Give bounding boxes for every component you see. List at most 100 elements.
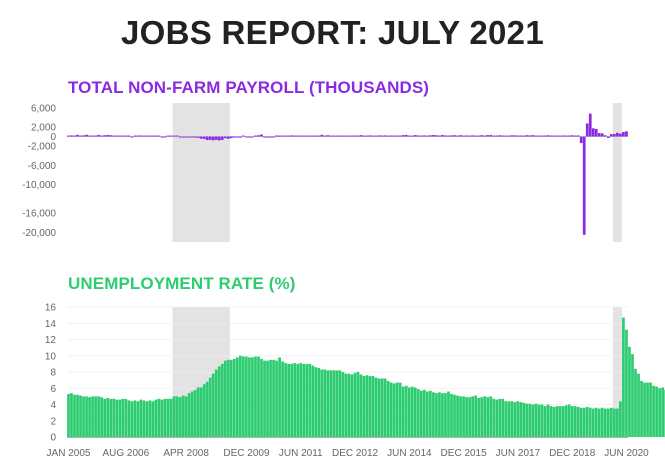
payroll-bar — [335, 135, 339, 137]
payroll-bar — [404, 134, 408, 137]
payroll-bar — [489, 135, 493, 137]
payroll-bar — [232, 136, 236, 138]
unemployment-bar — [82, 396, 85, 437]
payroll-bar — [136, 135, 140, 137]
payroll-bar — [438, 135, 441, 137]
unemployment-bar — [410, 386, 414, 437]
payroll-bar — [236, 136, 239, 138]
unemployment-y-tick-label: 8 — [50, 368, 56, 379]
payroll-bar — [287, 135, 290, 137]
unemployment-bar — [329, 370, 333, 437]
unemployment-chart-title: UNEMPLOYMENT RATE (%) — [68, 274, 296, 293]
payroll-bar — [456, 135, 459, 137]
unemployment-bar — [622, 317, 625, 437]
payroll-bar — [73, 135, 76, 137]
x-tick-label: JUN 2014 — [387, 448, 432, 459]
unemployment-bar — [643, 382, 646, 437]
unemployment-bar — [127, 400, 131, 437]
unemployment-bar — [236, 357, 239, 437]
unemployment-bar — [426, 391, 429, 437]
payroll-bar — [275, 135, 278, 137]
payroll-bar — [426, 135, 429, 137]
payroll-bar — [91, 135, 94, 137]
payroll-bar — [582, 136, 586, 235]
unemployment-bar — [103, 398, 107, 437]
unemployment-bar — [151, 401, 155, 437]
payroll-bar — [498, 135, 502, 137]
payroll-bar — [588, 113, 592, 137]
unemployment-bar — [362, 376, 366, 437]
unemployment-bar — [272, 359, 275, 437]
unemployment-bar — [85, 396, 88, 437]
unemployment-bar — [254, 356, 257, 437]
unemployment-bar — [172, 396, 176, 437]
payroll-bar — [263, 136, 266, 138]
payroll-bar — [561, 135, 565, 137]
unemployment-bar — [311, 365, 315, 437]
payroll-bar — [495, 135, 499, 137]
page-title: JOBS REPORT: JULY 2021 — [121, 14, 544, 51]
payroll-bar — [130, 136, 134, 138]
payroll-bar — [597, 133, 601, 137]
unemployment-bar — [392, 383, 396, 437]
payroll-bar — [308, 135, 312, 137]
unemployment-bar — [100, 397, 103, 437]
unemployment-bar — [187, 393, 191, 437]
unemployment-bar — [163, 398, 167, 437]
unemployment-bar — [326, 370, 330, 437]
payroll-bar — [389, 135, 393, 137]
unemployment-bar — [444, 393, 447, 437]
payroll-bar — [625, 131, 628, 137]
payroll-bar — [284, 135, 287, 137]
unemployment-bar — [305, 363, 309, 437]
unemployment-bar — [456, 395, 459, 437]
unemployment-bar — [145, 401, 149, 437]
payroll-bar — [386, 135, 390, 137]
unemployment-bar — [522, 402, 526, 437]
unemployment-bar — [287, 363, 290, 437]
payroll-bar — [459, 135, 462, 137]
payroll-bar — [610, 134, 613, 137]
unemployment-bar — [332, 370, 336, 437]
unemployment-bar — [471, 396, 474, 437]
payroll-y-tick-label: -20,000 — [22, 228, 56, 239]
unemployment-bar — [588, 407, 592, 437]
payroll-bar — [82, 135, 85, 137]
x-tick-label: JUN 2017 — [496, 448, 541, 459]
unemployment-bar — [263, 360, 266, 437]
unemployment-bar — [251, 357, 254, 437]
payroll-bar — [471, 135, 474, 137]
payroll-bar — [299, 135, 303, 137]
payroll-bar — [305, 135, 309, 137]
payroll-bar — [486, 135, 490, 137]
payroll-bar — [444, 135, 447, 137]
unemployment-bar — [208, 377, 212, 437]
payroll-bar — [245, 136, 248, 138]
unemployment-bar — [317, 367, 321, 437]
unemployment-bar — [323, 369, 327, 437]
unemployment-bar — [91, 396, 94, 437]
payroll-bar — [302, 135, 306, 137]
unemployment-bar — [561, 406, 565, 437]
unemployment-bar — [205, 381, 209, 437]
payroll-bar — [88, 135, 91, 137]
payroll-bar — [347, 135, 351, 137]
payroll-bar — [254, 135, 257, 137]
unemployment-bar — [70, 393, 73, 437]
unemployment-bar — [290, 363, 294, 437]
x-tick-label: JUN 2020 — [604, 448, 649, 459]
payroll-bar — [100, 135, 103, 137]
unemployment-bar — [661, 387, 664, 437]
unemployment-bar — [365, 375, 369, 437]
unemployment-bar — [513, 402, 517, 437]
payroll-recession-band — [612, 103, 622, 242]
payroll-bar — [492, 135, 496, 137]
unemployment-bar — [178, 397, 182, 437]
unemployment-bar — [245, 356, 248, 437]
unemployment-bar — [181, 395, 185, 437]
x-tick-label: JAN 2005 — [47, 448, 91, 459]
payroll-bar — [154, 135, 158, 137]
unemployment-bar — [534, 403, 538, 437]
payroll-bar — [85, 134, 88, 137]
unemployment-bar — [166, 398, 170, 437]
